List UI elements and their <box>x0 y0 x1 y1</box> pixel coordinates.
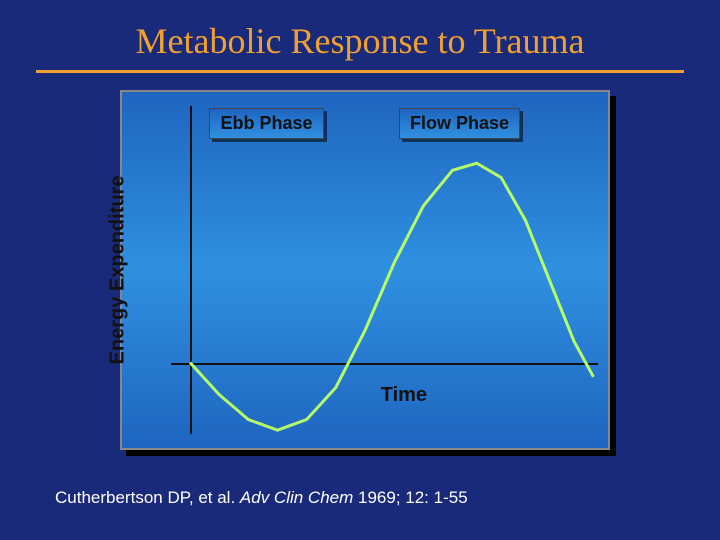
title-underline <box>36 70 684 73</box>
chart-panel: Energy Expenditure Time Ebb Phase Flow P… <box>120 90 610 450</box>
chart-container: Energy Expenditure Time Ebb Phase Flow P… <box>120 90 610 450</box>
energy-curve <box>190 163 593 430</box>
citation-journal: Adv Clin Chem <box>240 488 353 507</box>
citation-authors: Cutherbertson DP, et al. <box>55 488 240 507</box>
citation-rest: 1969; 12: 1-55 <box>353 488 467 507</box>
citation: Cutherbertson DP, et al. Adv Clin Chem 1… <box>55 488 468 508</box>
slide-title: Metabolic Response to Trauma <box>0 0 720 70</box>
curve-svg <box>122 92 608 448</box>
